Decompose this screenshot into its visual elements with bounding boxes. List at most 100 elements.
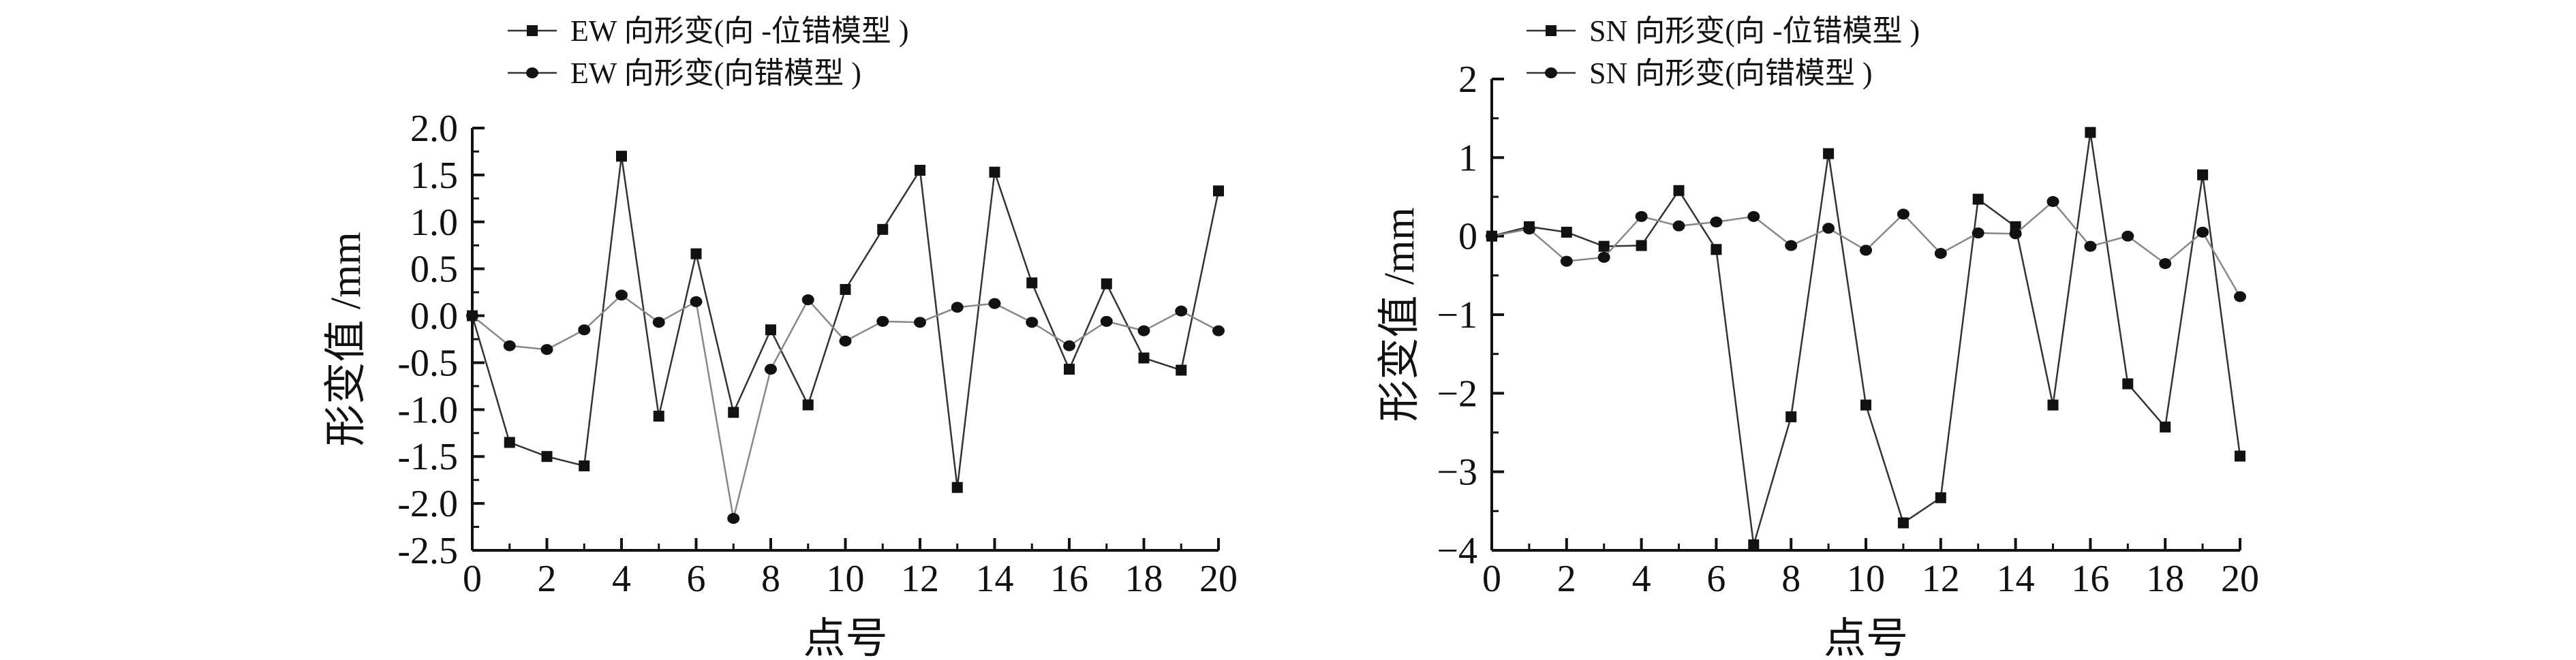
- x-tick-label: 2: [1557, 558, 1576, 600]
- data-point-square: [1598, 240, 1610, 252]
- x-tick-label: 12: [1922, 558, 1960, 600]
- x-tick-label: 4: [612, 558, 631, 600]
- data-point-square: [1748, 539, 1760, 550]
- data-point-circle: [1522, 223, 1535, 235]
- x-tick-label: 8: [1781, 558, 1800, 600]
- x-tick-label: 18: [2146, 558, 2184, 600]
- y-tick-label: −2: [1437, 373, 1477, 415]
- x-tick-label: 12: [901, 558, 939, 600]
- x-axis-label: 点号: [1824, 616, 1908, 660]
- data-point-square: [2047, 399, 2059, 411]
- x-tick-label: 10: [827, 558, 865, 600]
- data-point-circle: [1026, 317, 1039, 328]
- y-tick-label: −4: [1437, 530, 1477, 572]
- series-square: [467, 151, 1224, 493]
- data-point-square: [802, 399, 814, 411]
- legend-label: SN 向形变(向 -位错模型 ): [1589, 14, 1920, 48]
- data-point-square: [1673, 185, 1685, 196]
- data-point-circle: [1822, 223, 1835, 234]
- data-point-circle: [727, 513, 740, 524]
- data-point-circle: [1972, 227, 1984, 239]
- data-point-circle: [951, 302, 964, 313]
- data-point-square: [2235, 450, 2245, 462]
- data-point-circle: [615, 289, 628, 301]
- legend-entry: EW 向形变(向 -位错模型 ): [508, 14, 909, 48]
- x-tick-label: 4: [1632, 558, 1651, 600]
- data-point-square: [2122, 378, 2134, 390]
- data-point-square: [2085, 127, 2096, 138]
- x-axis-label: 点号: [803, 616, 887, 660]
- y-tick-label: 0.5: [410, 249, 458, 291]
- data-point-circle: [2159, 258, 2172, 270]
- x-tick-label: 6: [687, 558, 706, 600]
- x-tick-label: 16: [1050, 558, 1088, 600]
- legend-label: SN 向形变(向错模型 ): [1589, 57, 1873, 90]
- y-tick-label: -1.0: [397, 389, 458, 431]
- data-point-square: [951, 482, 963, 493]
- series-square: [1486, 127, 2245, 550]
- x-tick-label: 8: [761, 558, 780, 600]
- x-tick-label: 14: [1997, 558, 2035, 600]
- data-point-circle: [1063, 340, 1075, 351]
- series-circle: [1486, 195, 2246, 302]
- data-point-square: [1213, 185, 1224, 197]
- data-point-square: [1823, 148, 1835, 159]
- data-point-square: [877, 223, 889, 235]
- data-point-circle: [1486, 230, 1498, 242]
- legend-entry: EW 向形变(向错模型 ): [508, 57, 861, 90]
- legend-entry: SN 向形变(向 -位错模型 ): [1527, 14, 1920, 48]
- data-point-square: [616, 151, 627, 162]
- series-line: [1491, 132, 2241, 546]
- data-point-circle: [1672, 220, 1685, 232]
- data-point-circle: [1175, 305, 1188, 317]
- data-point-circle: [1137, 325, 1150, 336]
- data-point-circle: [1560, 255, 1573, 267]
- data-point-square: [541, 451, 553, 462]
- legend-label: EW 向形变(向 -位错模型 ): [570, 14, 909, 48]
- legend-entry: SN 向形变(向错模型 ): [1527, 57, 1873, 90]
- data-point-circle: [2234, 291, 2246, 302]
- legend-label: EW 向形变(向错模型 ): [570, 57, 861, 90]
- data-point-square: [728, 407, 739, 418]
- y-tick-label: -1.5: [397, 436, 458, 478]
- data-point-circle: [1635, 210, 1648, 222]
- data-point-circle: [1710, 216, 1723, 227]
- y-axis-label: 形变值 /mm: [1377, 207, 1423, 422]
- data-point-circle: [914, 317, 926, 328]
- data-point-square: [504, 437, 515, 448]
- chart-1: 0 2 4 6 8 10 12 14 16 18 20 2.0 1.5 1.0 0.5 0.0-0.5 -1.0…: [323, 14, 1238, 660]
- y-tick-label: 1.0: [410, 202, 458, 244]
- y-tick-label: 2.0: [410, 108, 458, 150]
- data-point-circle: [2009, 228, 2022, 240]
- data-point-square: [1636, 240, 1647, 251]
- x-tick-label: 6: [1706, 558, 1726, 600]
- data-point-circle: [1747, 210, 1760, 222]
- data-point-square: [765, 324, 776, 336]
- data-point-circle: [466, 310, 478, 321]
- y-tick-label: -2.0: [397, 483, 458, 525]
- data-point-square: [1064, 364, 1075, 375]
- data-point-square: [1897, 517, 1909, 529]
- data-point-circle: [2121, 230, 2134, 242]
- x-tick-label: 10: [1847, 558, 1885, 600]
- data-point-circle: [1785, 240, 1798, 251]
- data-point-square: [1711, 244, 1722, 255]
- y-tick-label: 1: [1458, 137, 1477, 179]
- legend-marker-square: [1546, 25, 1557, 36]
- data-point-square: [1026, 277, 1038, 289]
- data-point-square: [1101, 278, 1112, 289]
- data-point-square: [2160, 421, 2171, 433]
- data-point-square: [989, 166, 1000, 178]
- data-point-circle: [1212, 325, 1225, 336]
- x-tick-label: 14: [976, 558, 1014, 600]
- x-tick-label: 16: [2071, 558, 2109, 600]
- data-point-circle: [1897, 208, 1910, 220]
- data-point-circle: [690, 296, 703, 307]
- y-tick-label: 0.0: [410, 296, 458, 338]
- data-point-square: [840, 283, 851, 295]
- data-point-square: [1860, 399, 1871, 411]
- data-point-circle: [578, 324, 591, 336]
- x-tick-label: 20: [1199, 558, 1238, 600]
